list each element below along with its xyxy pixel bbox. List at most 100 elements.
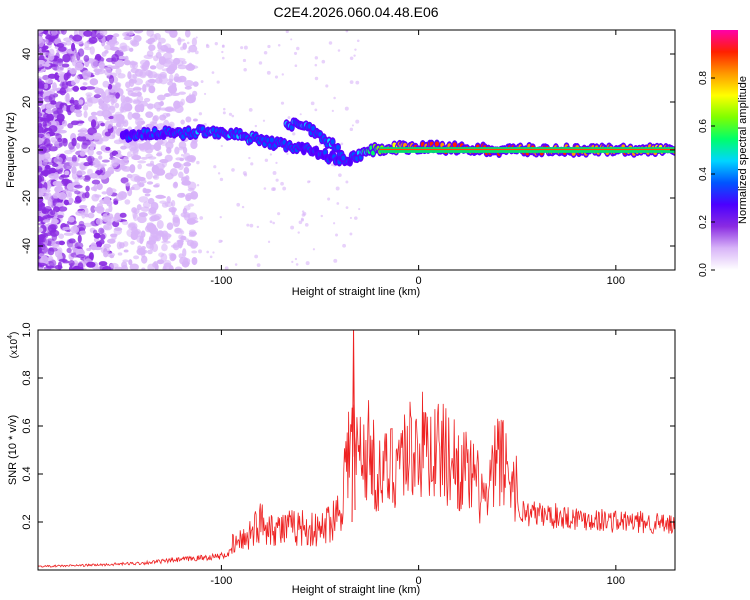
- noise-blob: [57, 261, 63, 270]
- snr-y-ticks: 0.2 0.4 0.6 0.8 1.0: [21, 322, 675, 530]
- noise-blob: [40, 202, 46, 207]
- snr-ytick-label: 1.0: [21, 322, 33, 337]
- noise-blob: [42, 74, 50, 81]
- noise-blob: [47, 53, 55, 61]
- noise-blob: [147, 103, 154, 110]
- noise-blob: [101, 102, 108, 112]
- snr-peak-spike: [351, 330, 356, 523]
- noise-blob: [110, 163, 118, 169]
- noise-blob: [134, 117, 145, 127]
- noise-blob: [75, 170, 86, 176]
- noise-blob: [38, 122, 43, 128]
- noise-blob: [50, 30, 58, 36]
- snr-y-axis-label: SNR (10 * v/v): [7, 415, 19, 485]
- noise-blob: [132, 98, 140, 104]
- noise-blob: [115, 153, 123, 158]
- noise-blob: [146, 222, 154, 226]
- noise-blob: [134, 104, 142, 113]
- noise-blob: [43, 112, 50, 119]
- noise-blob: [138, 183, 145, 187]
- noise-speck: [333, 222, 336, 225]
- noise-blob: [119, 105, 125, 114]
- noise-blob: [170, 200, 176, 208]
- noise-speck: [263, 51, 268, 55]
- noise-blob: [115, 193, 124, 201]
- colorbar-tick-label: 0.4: [698, 167, 709, 181]
- noise-speck: [280, 181, 284, 186]
- ridge-blob-core: [186, 127, 191, 133]
- secondary-ridge-blob-core: [335, 144, 340, 150]
- noise-blob: [71, 57, 77, 67]
- noise-blob: [183, 79, 194, 87]
- snr-xtick-label: 0: [416, 575, 422, 587]
- noise-speck: [349, 127, 354, 132]
- noise-blob: [38, 262, 47, 267]
- noise-blob: [183, 205, 191, 211]
- noise-blob: [171, 82, 177, 89]
- noise-blob: [139, 71, 147, 79]
- noise-blob: [192, 81, 199, 87]
- noise-speck: [258, 61, 263, 65]
- noise-blob: [95, 218, 104, 226]
- noise-blob: [158, 107, 169, 111]
- noise-blob: [64, 170, 70, 176]
- noise-speck: [269, 153, 273, 156]
- noise-blob: [58, 175, 65, 180]
- noise-blob: [50, 136, 57, 143]
- colorbar-label: Normalized spectral amplitude: [737, 76, 749, 224]
- noise-blob: [90, 30, 98, 39]
- noise-speck: [194, 50, 199, 55]
- noise-blob: [100, 122, 106, 127]
- spectrogram-ridge: [119, 117, 675, 167]
- noise-blob: [64, 149, 73, 155]
- noise-blob: [157, 48, 167, 53]
- noise-blob: [98, 239, 105, 245]
- noise-blob: [83, 174, 92, 181]
- chart-title: C2E4.2026.060.04.48.E06: [273, 4, 438, 20]
- noise-speck: [231, 114, 235, 118]
- noise-blob: [90, 119, 97, 128]
- noise-blob: [119, 242, 125, 249]
- noise-blob: [71, 154, 77, 163]
- noise-speck: [280, 101, 285, 105]
- noise-speck: [262, 119, 266, 122]
- noise-blob: [134, 143, 144, 149]
- noise-blob: [142, 84, 147, 93]
- noise-speck: [248, 156, 251, 160]
- noise-blob: [52, 243, 60, 249]
- snr-xtick-label: -100: [210, 575, 232, 587]
- noise-blob: [70, 105, 75, 113]
- noise-speck: [267, 240, 271, 243]
- snr-ytick-label: 0.8: [21, 370, 33, 385]
- noise-blob: [100, 91, 106, 100]
- noise-speck: [242, 58, 247, 63]
- noise-blob: [174, 266, 183, 270]
- noise-blob: [190, 242, 198, 249]
- spectrogram-ytick-label: -20: [21, 190, 33, 206]
- noise-blob: [81, 209, 86, 219]
- noise-speck: [243, 45, 248, 50]
- noise-blob: [58, 233, 65, 239]
- noise-blob: [78, 220, 85, 227]
- snr-ytick-label: 0.4: [21, 466, 33, 481]
- noise-blob: [131, 183, 141, 191]
- noise-speck: [354, 216, 358, 220]
- noise-blob: [161, 243, 168, 252]
- noise-blob: [100, 246, 111, 255]
- noise-blob: [76, 51, 81, 61]
- noise-blob: [115, 121, 122, 128]
- noise-speck: [221, 56, 225, 60]
- noise-blob: [129, 164, 136, 173]
- noise-blob: [93, 160, 100, 166]
- noise-blob: [172, 218, 181, 228]
- noise-blob: [79, 86, 88, 91]
- noise-blob: [79, 230, 86, 236]
- noise-blob: [158, 37, 166, 44]
- noise-blob: [156, 152, 163, 157]
- noise-blob: [96, 183, 103, 191]
- noise-blob: [150, 201, 159, 211]
- noise-blob: [165, 106, 175, 113]
- noise-blob: [57, 214, 64, 219]
- noise-speck: [314, 108, 318, 112]
